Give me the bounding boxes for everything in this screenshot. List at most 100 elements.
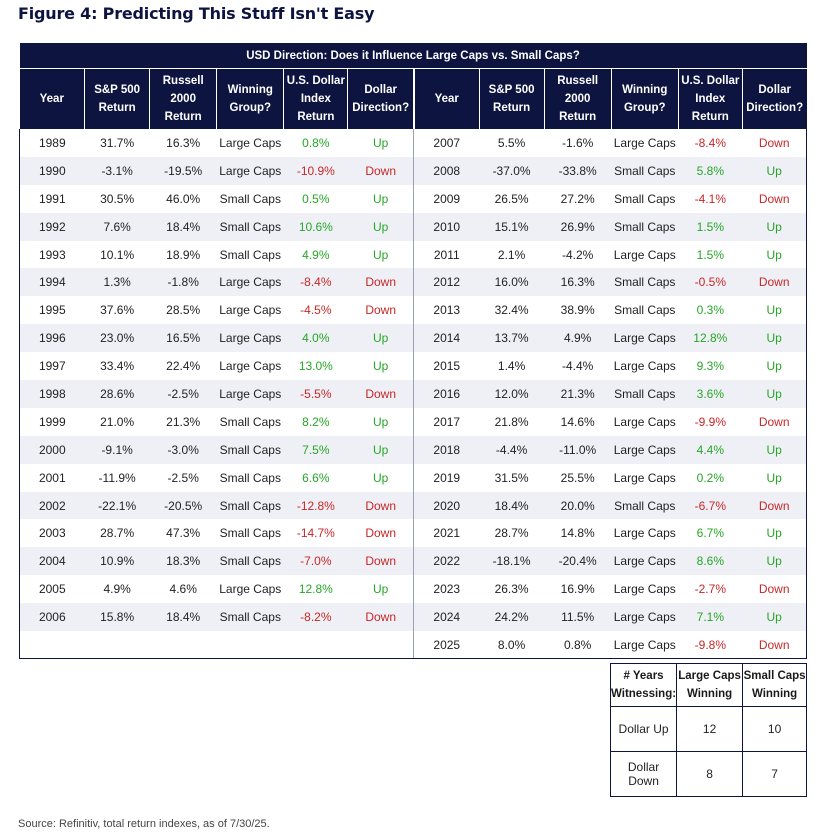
cell-dollar-direction: Up	[742, 296, 808, 325]
cell-usd-return: 6.6%	[302, 470, 330, 485]
cell-year: 2017	[433, 414, 461, 429]
cell-russell-return: 26.9%	[544, 212, 612, 241]
table-row: 1999 21.0% 21.3% Small Caps 8.2% Up 2017 21.8% 1…	[18, 407, 808, 436]
cell-dollar-direction: Up	[742, 240, 808, 269]
header-year-right: Year	[412, 68, 480, 129]
header-line: Direction?	[746, 102, 804, 114]
header-line: Return	[98, 102, 136, 114]
cell-winning-group: Small Caps	[216, 491, 284, 520]
header-line: Russell	[162, 75, 204, 87]
cell-dollar-direction: Down	[742, 184, 808, 213]
header-line: Winning	[622, 84, 668, 96]
header-direction-right: Dollar Direction?	[741, 68, 807, 129]
table-row: 1993 10.1% 18.9% Small Caps 4.9% Up 2011 2.1% -4…	[18, 240, 808, 269]
cell-year: 1990	[18, 156, 85, 185]
cell-sp500-return: -3.1%	[84, 156, 150, 185]
cell-dollar-direction: Up	[742, 463, 808, 492]
cell-winning-group: Large Caps	[216, 324, 284, 353]
cell-sp500-return: 28.6%	[84, 380, 150, 408]
cell-dollar-direction: Up	[742, 435, 808, 464]
cell-usd-return: 12.8%	[678, 324, 743, 353]
table-row: 1998 28.6% -2.5% Large Caps -5.5% Down 2016 12.…	[18, 380, 808, 408]
cell-dollar-direction: Down	[347, 296, 415, 325]
cell-winning-group: Large Caps	[613, 582, 676, 597]
cell-usd-return: -14.7%	[296, 526, 335, 541]
cell-usd-return: -5.5%	[283, 380, 348, 408]
cell-russell-return: 25.5%	[560, 470, 595, 485]
cell-russell-return: 16.3%	[544, 268, 612, 297]
table-body: 1989 31.7% 16.3% Large Caps 0.8% Up 2007 5.5% -1…	[18, 129, 808, 660]
cell-sp500-return: -11.9%	[98, 470, 136, 485]
cell-dollar-direction: Down	[742, 407, 808, 436]
cell-year: 2000	[18, 435, 85, 464]
table-row: 2006 15.8% 18.4% Small Caps -8.2% Down 2024 24.…	[18, 603, 808, 632]
cell-year: 2003	[18, 519, 85, 548]
cell-year: 2006	[18, 603, 85, 632]
header-sp500-right: S&P 500 Return	[478, 68, 545, 129]
cell-year: 2025	[413, 631, 480, 660]
cell-sp500-return: -4.4%	[479, 435, 545, 464]
cell-russell-return: 18.3%	[149, 547, 217, 576]
cell-winning-group: Small Caps	[611, 268, 679, 297]
header-line: # Years	[623, 670, 664, 682]
cell-usd-return: 8.6%	[678, 547, 743, 576]
header-line: Return	[297, 111, 335, 123]
cell-russell-return: 21.3%	[544, 380, 612, 408]
cell-usd-return: -9.8%	[678, 631, 743, 660]
cell-usd-return: -10.9%	[283, 156, 348, 185]
cell-sp500-return: 12.0%	[479, 380, 545, 408]
cell-winning-group: Small Caps	[216, 435, 284, 464]
header-line: Russell	[557, 75, 599, 87]
cell-russell-return: 0.8%	[544, 631, 612, 660]
cell-dollar-direction: Up	[347, 324, 415, 353]
table-row: 2000 -9.1% -3.0% Small Caps 7.5% Up 2018 -4.4% -…	[18, 435, 808, 464]
cell-russell-return: 28.5%	[166, 303, 201, 318]
cell-sp500-return: 15.1%	[479, 212, 545, 241]
header-line: Return	[493, 102, 531, 114]
cell-winning-group: Large Caps	[613, 526, 676, 541]
summary-count: 8	[676, 751, 744, 797]
cell-dollar-direction: Down	[347, 603, 415, 632]
cell-sp500-return: 7.6%	[84, 212, 150, 241]
cell-usd-return: 4.9%	[302, 247, 330, 262]
cell-sp500-return: 8.0%	[479, 631, 545, 660]
cell-sp500-return: 23.0%	[84, 324, 150, 353]
summary-count: 12	[676, 706, 744, 752]
cell-russell-return: -1.8%	[149, 268, 217, 297]
header-line: Large Caps	[678, 670, 741, 682]
cell-sp500-return: 32.4%	[494, 303, 529, 318]
cell-year: 2005	[18, 575, 85, 604]
cell-year: 1992	[18, 212, 85, 241]
cell-winning-group: Small Caps	[219, 247, 281, 262]
cell-dollar-direction: Down	[742, 268, 808, 297]
cell-year: 2010	[413, 212, 480, 241]
cell-winning-group: Small Caps	[216, 547, 284, 576]
cell-winning-group: Small Caps	[611, 156, 679, 185]
table-row: 2005 4.9% 4.6% Large Caps 12.8% Up 2023 26.3% 16…	[18, 575, 808, 604]
cell-usd-return: -0.5%	[678, 268, 743, 297]
cell-sp500-return: 31.5%	[494, 470, 529, 485]
summary-count: 7	[742, 751, 808, 797]
table-row: 1995 37.6% 28.5% Large Caps -4.5% Down 2013 32.…	[18, 296, 808, 325]
cell-winning-group: Large Caps	[219, 359, 282, 374]
cell-year: 2021	[433, 526, 461, 541]
cell-sp500-return: 21.0%	[100, 414, 135, 429]
cell-usd-return: 10.6%	[283, 212, 348, 241]
cell-usd-return: 0.2%	[696, 470, 724, 485]
cell-winning-group: Small Caps	[614, 303, 676, 318]
cell-dollar-direction: Down	[742, 631, 808, 660]
cell-year: 2023	[433, 582, 461, 597]
cell-year: 2016	[413, 380, 480, 408]
cell-dollar-direction: Down	[347, 547, 415, 576]
header-usd-left: U.S. Dollar Index Return	[283, 68, 348, 129]
cell-sp500-return: -37.0%	[479, 156, 545, 185]
cell-russell-return: -20.5%	[149, 491, 217, 520]
cell-sp500-return: 15.8%	[84, 603, 150, 632]
cell-usd-return	[283, 631, 348, 660]
header-line: Index	[695, 93, 726, 105]
cell-dollar-direction: Up	[347, 129, 415, 157]
cell-year: 1994	[18, 268, 85, 297]
cell-year: 1999	[18, 407, 85, 436]
header-direction-left: Dollar Direction?	[347, 68, 414, 129]
cell-winning-group: Large Caps	[613, 470, 676, 485]
